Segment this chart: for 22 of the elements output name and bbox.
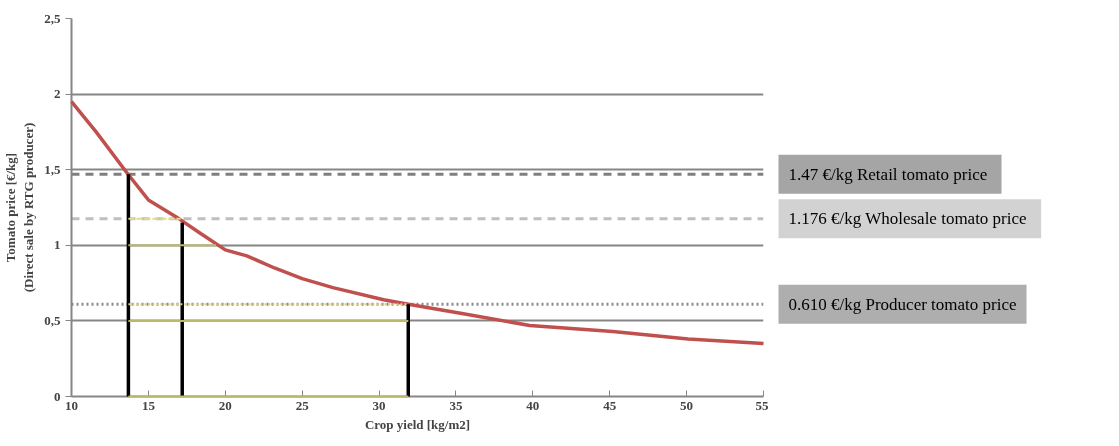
y-tick-label: 0,5: [44, 312, 61, 328]
x-tick-label: 55: [755, 397, 769, 413]
x-tick-label: 15: [141, 397, 156, 413]
x-tick-label: 50: [680, 397, 694, 413]
x-tick-label: 40: [526, 397, 540, 413]
ref-line-label: 0.610 €/kg Producer tomato price: [788, 294, 1017, 314]
x-axis-title: Crop yield [kg/m2]: [364, 416, 471, 432]
ref-line-label: 1.47 €/kg Retail tomato price: [788, 164, 988, 184]
ref-line-label: 1.176 €/kg Wholesale tomato price: [788, 209, 1027, 229]
x-tick-label: 20: [218, 397, 232, 413]
line-series: [69, 99, 766, 346]
y-axis-title: Tomato price [€/kg] (Direct sale by RTG producer): [3, 122, 37, 293]
y-tick-label: 1: [54, 237, 61, 253]
y-tick-label: 1,5: [44, 161, 61, 177]
y-tick-label: 0: [54, 388, 61, 404]
x-tick-label: 45: [603, 397, 617, 413]
y-tick-label: 2,5: [44, 10, 61, 26]
y-tick-label: 2: [54, 86, 61, 102]
x-tick-label: 25: [295, 397, 310, 413]
x-tick-label: 35: [449, 397, 463, 413]
x-tick-label: 10: [65, 397, 78, 413]
x-tick-label: 30: [372, 397, 386, 413]
